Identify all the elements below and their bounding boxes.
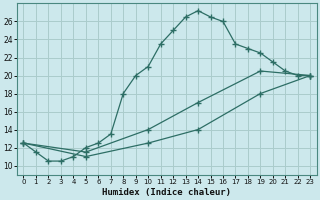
X-axis label: Humidex (Indice chaleur): Humidex (Indice chaleur) (102, 188, 231, 197)
